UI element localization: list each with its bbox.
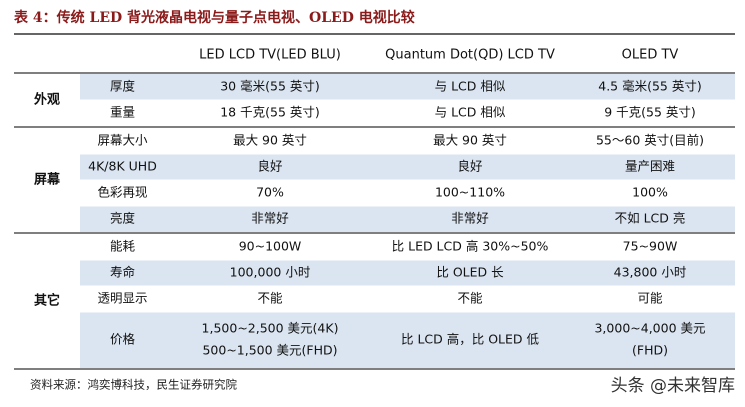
row-item: 厚度 — [110, 79, 136, 94]
cell-text: 9 千克(55 英寸) — [604, 105, 696, 120]
cell-text: 500~1,500 美元(FHD) — [202, 343, 337, 358]
cell-text: 55～60 英寸(目前) — [596, 133, 704, 148]
row-item: 价格 — [110, 332, 136, 347]
column-header: LED LCD TV(LED BLU) — [199, 48, 341, 63]
watermark: 头条 @未来智库 — [611, 376, 735, 396]
cell-text: 90~100W — [239, 239, 302, 254]
cell-text: 不能 — [257, 291, 283, 306]
cell-text: 18 千克(55 英寸) — [220, 105, 320, 120]
row-item: 寿命 — [110, 265, 136, 280]
row-shade — [80, 74, 735, 100]
group-label: 外观 — [33, 92, 60, 108]
cell-text: 100~110% — [435, 185, 505, 200]
cell-text: (FHD) — [632, 343, 668, 358]
cell-text: 43,800 小时 — [614, 265, 687, 280]
row-shade — [80, 260, 735, 286]
cell-text: 3,000~4,000 美元 — [594, 321, 705, 336]
cell-text: 100,000 小时 — [230, 265, 311, 280]
cell-text: 不如 LCD 亮 — [615, 211, 686, 226]
cell-text: 良好 — [457, 159, 482, 174]
group-label: 屏幕 — [34, 172, 61, 188]
row-shade — [80, 312, 735, 368]
cell-text: 比 LED LCD 高 30%~50% — [392, 239, 549, 254]
row-item: 透明显示 — [97, 291, 147, 306]
row-item: 亮度 — [110, 211, 136, 226]
cell-text: 与 LCD 相似 — [435, 105, 506, 120]
source-note: 资料来源：鸿奕博科技，民生证券研究院 — [30, 378, 237, 392]
column-header: OLED TV — [622, 48, 679, 63]
cell-text: 比 LCD 高，比 OLED 低 — [401, 332, 540, 347]
cell-text: 4.5 毫米(55 英寸) — [598, 79, 702, 94]
row-shade — [80, 154, 735, 180]
row-item: 色彩再现 — [97, 185, 147, 200]
cell-text: 1,500~2,500 美元(4K) — [202, 321, 339, 336]
group-label: 其它 — [34, 293, 60, 309]
cell-text: 良好 — [257, 159, 282, 174]
cell-text: 与 LCD 相似 — [435, 79, 506, 94]
cell-text: 100% — [632, 185, 668, 200]
cell-text: 75~90W — [623, 239, 678, 254]
cell-text: 不能 — [457, 291, 483, 306]
row-shade — [80, 206, 735, 232]
cell-text: 比 OLED 长 — [436, 265, 504, 280]
cell-text: 70% — [256, 185, 284, 200]
row-item: 屏幕大小 — [97, 133, 148, 148]
cell-text: 最大 90 英寸 — [433, 133, 507, 148]
row-item: 4K/8K UHD — [88, 159, 157, 174]
cell-text: 30 毫米(55 英寸) — [220, 79, 320, 94]
cell-text: 最大 90 英寸 — [233, 133, 307, 148]
row-item: 能耗 — [110, 239, 136, 254]
row-item: 重量 — [110, 105, 135, 120]
cell-text: 量产困难 — [625, 159, 675, 174]
cell-text: 可能 — [637, 291, 663, 306]
table-title: 表 4：传统 LED 背光液晶电视与量子点电视、OLED 电视比较 — [13, 9, 415, 26]
cell-text: 非常好 — [451, 211, 489, 226]
cell-text: 非常好 — [251, 211, 289, 226]
column-header: Quantum Dot(QD) LCD TV — [385, 48, 555, 63]
